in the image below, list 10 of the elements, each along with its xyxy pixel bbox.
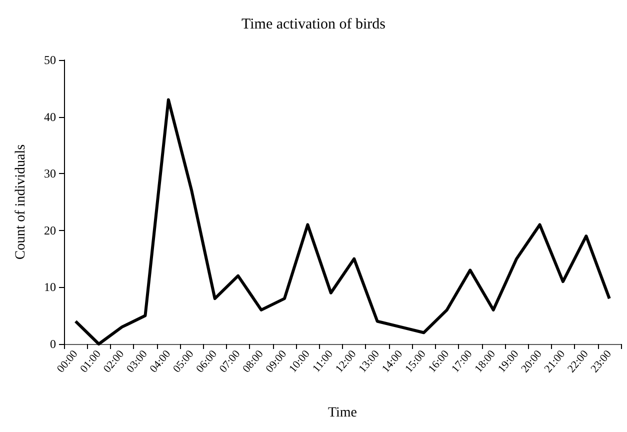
y-tick-label: 20 bbox=[44, 223, 56, 238]
line-series bbox=[74, 98, 611, 346]
y-tick-label: 30 bbox=[44, 166, 56, 181]
chart-title: Time activation of birds bbox=[241, 16, 386, 32]
y-tick-label: 40 bbox=[44, 110, 56, 124]
y-tick-label: 0 bbox=[50, 337, 56, 351]
x-axis-title: Time bbox=[328, 406, 358, 420]
y-tick-label: 10 bbox=[44, 280, 56, 294]
y-tick-label: 50 bbox=[44, 53, 56, 67]
y-axis-title: Count of individuals bbox=[14, 144, 28, 260]
